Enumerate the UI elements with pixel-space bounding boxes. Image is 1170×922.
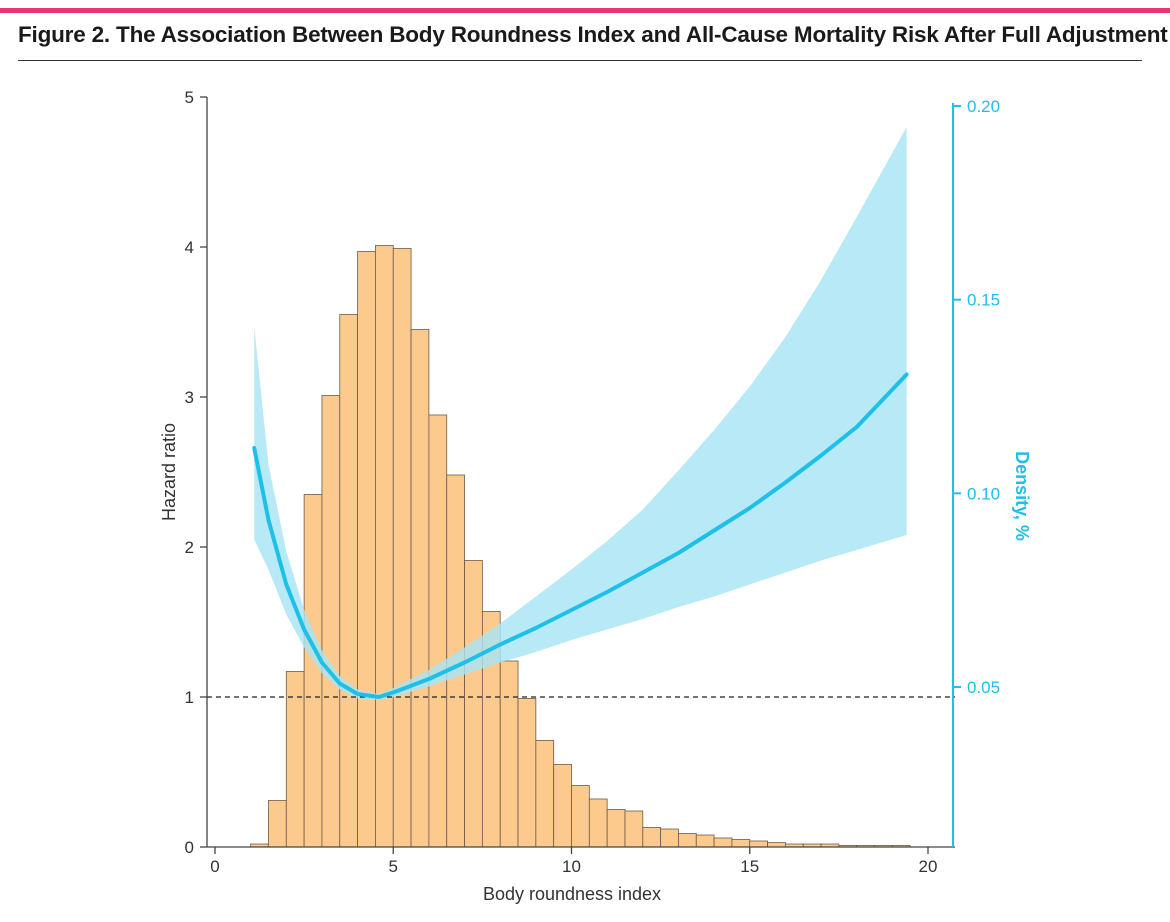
histogram-bar (642, 827, 662, 848)
x-tick-label: 15 (740, 857, 759, 876)
histogram-bar (553, 764, 572, 848)
histogram-bar (517, 698, 537, 848)
axis-layer: 0 1 2 3 4 5 0 5 10 15 20 0.05 0.10 0.15 0.20 (185, 88, 1001, 876)
y2-tick-label: 0.10 (967, 484, 1000, 503)
histogram-bar (749, 840, 768, 848)
y2-axis-label: Density, % (1012, 451, 1032, 541)
histogram-bar (571, 785, 590, 848)
accent-bar (0, 8, 1170, 13)
histogram-bar (375, 245, 394, 848)
histogram-bar (428, 414, 448, 848)
histogram-bar (588, 798, 608, 848)
histogram-bar (713, 837, 733, 848)
y-tick-label: 5 (185, 88, 194, 107)
curve-layer (207, 372, 955, 699)
histogram-bar (357, 251, 376, 848)
histogram-bar (303, 494, 323, 848)
histogram-bar (678, 833, 697, 848)
y2-tick-label: 0.15 (967, 291, 1000, 310)
y-tick-label: 0 (185, 838, 194, 857)
histogram-bar (268, 800, 287, 848)
histogram-bar (624, 810, 644, 848)
histogram-bar (392, 248, 412, 848)
y-axis-label: Hazard ratio (159, 423, 179, 521)
histogram-bar (660, 828, 679, 848)
y2-tick-label: 0.20 (967, 97, 1000, 116)
histogram-bar (499, 660, 519, 848)
x-tick-label: 20 (919, 857, 938, 876)
histogram-bar (767, 842, 786, 848)
histogram-bar (535, 740, 555, 848)
x-tick-label: 0 (210, 857, 219, 876)
x-axis-label: Body roundness index (483, 884, 661, 904)
histogram-bar (321, 395, 341, 848)
histogram-bar (731, 839, 751, 848)
histogram-bar (285, 671, 305, 848)
ci-band-layer (254, 127, 907, 700)
hazard-ratio-curve (252, 372, 909, 699)
histogram-bar (410, 329, 430, 848)
histogram-bar (695, 834, 715, 848)
y-tick-label: 2 (185, 538, 194, 557)
histogram-bar (339, 314, 358, 848)
histogram-bar (606, 809, 626, 848)
confidence-band (254, 127, 907, 700)
histogram-bar (464, 560, 483, 848)
x-tick-label: 10 (562, 857, 581, 876)
y-tick-label: 1 (185, 688, 194, 707)
y-tick-label: 4 (185, 238, 194, 257)
figure-title: Figure 2. The Association Between Body R… (18, 22, 1168, 47)
y2-tick-label: 0.05 (967, 678, 1000, 697)
x-tick-label: 5 (389, 857, 398, 876)
y-tick-label: 3 (185, 388, 194, 407)
title-rule (18, 60, 1142, 61)
